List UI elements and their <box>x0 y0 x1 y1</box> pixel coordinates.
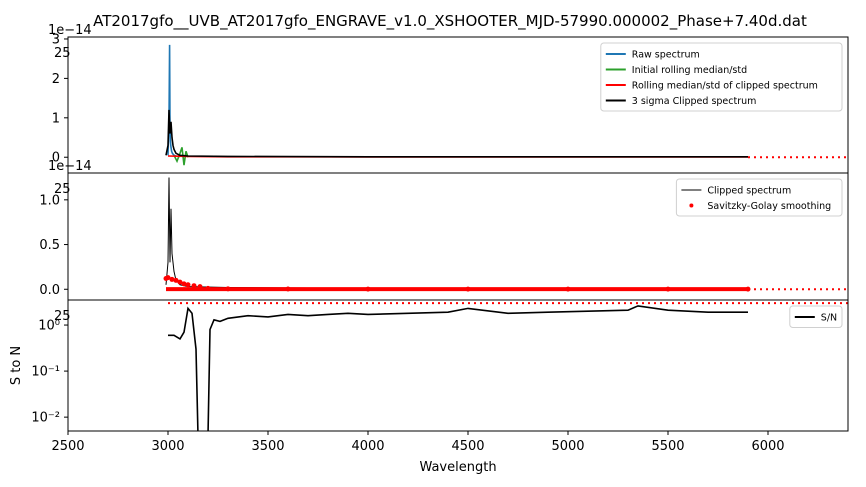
series-line-4 <box>165 109 748 158</box>
data-point <box>191 283 197 289</box>
figure-title: AT2017gfo__UVB_AT2017gfo_ENGRAVE_v1.0_XS… <box>93 12 807 31</box>
x-tick-label: 2500 <box>51 439 84 454</box>
legend-label-3: Rolling median/std of clipped spectrum <box>632 81 818 92</box>
legend-label-1: Clipped spectrum <box>707 186 791 197</box>
data-point <box>169 276 175 282</box>
plot-area-1 <box>165 44 848 166</box>
y-offset-label: 1e−14 <box>48 159 92 174</box>
plot-area-3 <box>168 302 848 431</box>
legend-2: Clipped spectrum Savitzky-Golay smoothing <box>675 178 843 217</box>
y-tick-label: 2 <box>52 72 60 87</box>
legend-swatch-2 <box>689 203 694 208</box>
x-tick-label: 4500 <box>451 439 484 454</box>
x-axis-label: Wavelength <box>419 460 496 475</box>
overflow-tick-label: 25 <box>54 46 71 61</box>
data-point <box>177 279 183 285</box>
overflow-tick-label: 25 <box>54 182 71 197</box>
legend-box <box>789 305 843 328</box>
panel-3: 25 10⁻² 10⁻¹ 10⁰ 2500 3000 3500 4000 4500 5000 550… <box>9 299 849 475</box>
x-tick-label: 6000 <box>751 439 784 454</box>
y-tick-label: 0 <box>52 151 60 166</box>
legend-label-2: Initial rolling median/std <box>632 65 747 76</box>
panel-2: 25 0.0 0.5 1.0 1e−14 Clipped spectrum Savitzky… <box>39 159 849 301</box>
series-line-1 <box>167 44 181 158</box>
y-tick-label: 10⁰ <box>38 319 60 334</box>
data-point <box>165 275 171 281</box>
y-tick-label: 3 <box>52 32 60 47</box>
overflow-tick-label: 25 <box>54 309 71 324</box>
y-tick-label: 0.0 <box>39 283 60 298</box>
legend-label-2: Savitzky-Golay smoothing <box>707 201 831 212</box>
data-point <box>181 281 187 287</box>
series-line-1 <box>165 177 748 289</box>
x-tick-label: 4000 <box>351 439 384 454</box>
series-line-1 <box>168 305 748 431</box>
y-tick-label: 0.5 <box>39 238 60 253</box>
data-point <box>173 277 179 283</box>
series-line-2 <box>173 147 189 166</box>
legend-label-4: 3 sigma Clipped spectrum <box>632 96 757 107</box>
x-tick-label: 3500 <box>251 439 284 454</box>
legend-box <box>675 178 843 217</box>
legend-box <box>600 42 843 112</box>
y-tick-label: 10⁻¹ <box>31 365 60 380</box>
y-axis-label: S to N <box>9 346 24 385</box>
plot-area-2 <box>163 177 848 292</box>
x-tick-label: 5500 <box>651 439 684 454</box>
legend-label-1: S/N <box>821 313 837 324</box>
legend-label-1: Raw spectrum <box>632 50 700 61</box>
axes-frame <box>67 299 849 432</box>
y-offset-label: 1e−14 <box>48 23 92 38</box>
y-tick-label: 1 <box>52 111 60 126</box>
y-tick-label: 10⁻² <box>31 411 60 426</box>
x-tick-label: 3000 <box>151 439 184 454</box>
legend-1: Raw spectrum Initial rolling median/std Ro… <box>600 42 843 112</box>
data-point <box>185 282 191 288</box>
legend-3: S/N <box>789 305 843 328</box>
y-tick-label: 1.0 <box>39 193 60 208</box>
x-tick-label: 5000 <box>551 439 584 454</box>
